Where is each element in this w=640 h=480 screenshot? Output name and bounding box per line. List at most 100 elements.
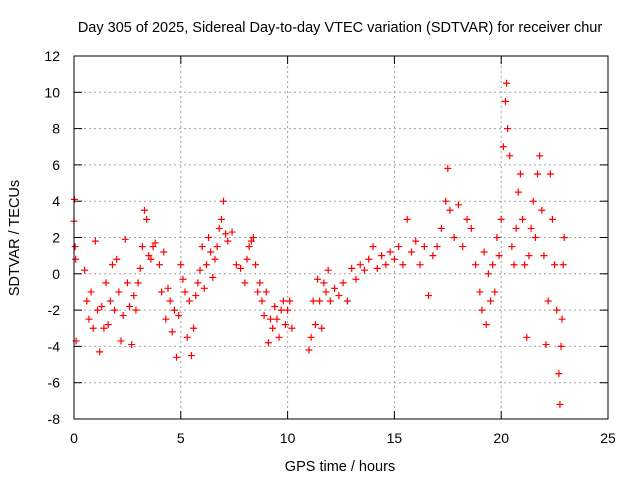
data-point [277,306,285,314]
data-point [429,252,437,260]
data-point [202,261,210,269]
data-point [360,266,368,274]
data-point [71,243,79,251]
data-point [454,201,462,209]
data-point [527,224,535,232]
data-point [106,297,114,305]
data-point [378,252,386,260]
data-point [309,297,317,305]
data-point [155,261,163,269]
data-point [519,215,527,223]
data-point [284,306,292,314]
data-point [386,248,394,256]
data-point [534,170,542,178]
data-point [104,321,112,329]
data-point [331,284,339,292]
data-point [200,284,208,292]
data-point [134,279,142,287]
data-point [271,302,279,310]
data-point [222,230,230,238]
data-point [523,333,531,341]
data-point [467,224,475,232]
data-point [162,315,170,323]
data-point [207,248,215,256]
data-point [113,255,121,263]
data-point [433,243,441,251]
x-tick-label: 10 [280,430,296,446]
x-tick-label: 20 [493,430,509,446]
data-point [335,292,343,300]
data-point [556,400,564,408]
data-point [147,255,155,263]
data-point [196,266,204,274]
data-point [548,215,556,223]
data-point [463,215,471,223]
data-point [420,243,428,251]
data-point [254,288,262,296]
data-point [96,348,104,356]
y-axis-label: SDTVAR / TECUs [7,180,23,296]
data-point [158,288,166,296]
data-point [538,206,546,214]
data-point [480,248,488,256]
data-point [403,215,411,223]
data-point [138,243,146,251]
grid-lines [74,56,608,419]
data-point [365,255,373,263]
data-point [89,324,97,332]
data-point [544,297,552,305]
data-point [213,243,221,251]
y-tick-label: 4 [52,193,60,209]
data-point [514,188,522,196]
data-point [305,346,313,354]
data-point [356,261,364,269]
data-point [87,288,95,296]
data-point [484,270,492,278]
data-point [444,165,452,173]
data-point [217,215,225,223]
data-point [459,243,467,251]
data-point [243,255,251,263]
data-point [516,170,524,178]
data-point [553,306,561,314]
data-point [136,264,144,272]
data-point [168,328,176,336]
x-tick-labels: 0 5 10 15 20 25 [70,430,616,446]
data-point [288,324,296,332]
data-point [164,284,172,292]
data-point [132,306,140,314]
data-point [149,243,157,251]
data-point [407,248,415,256]
data-point [262,288,270,296]
data-point [145,252,153,260]
data-point [198,243,206,251]
data-point [536,152,544,160]
data-point [269,324,277,332]
data-point [260,312,268,320]
data-point [249,234,257,241]
data-point [98,302,106,310]
y-tick-label: 12 [44,48,60,64]
data-point [487,297,495,305]
data-point [521,261,529,269]
data-point [194,279,202,287]
data-point [555,370,563,378]
data-point [102,279,110,287]
data-point [128,341,136,349]
data-point [85,315,93,323]
data-point [256,279,264,287]
data-point [183,333,191,341]
data-point [352,275,360,283]
x-tick-label: 25 [600,430,616,446]
data-point [551,261,559,269]
data-point [143,215,151,223]
data-point [115,288,123,296]
data-point [286,297,294,305]
data-point [224,237,232,245]
data-point [237,264,245,272]
y-tick-label: 8 [52,121,60,137]
data-point [166,297,174,305]
data-point [175,312,183,320]
data-point [450,234,458,241]
data-point [503,79,511,87]
